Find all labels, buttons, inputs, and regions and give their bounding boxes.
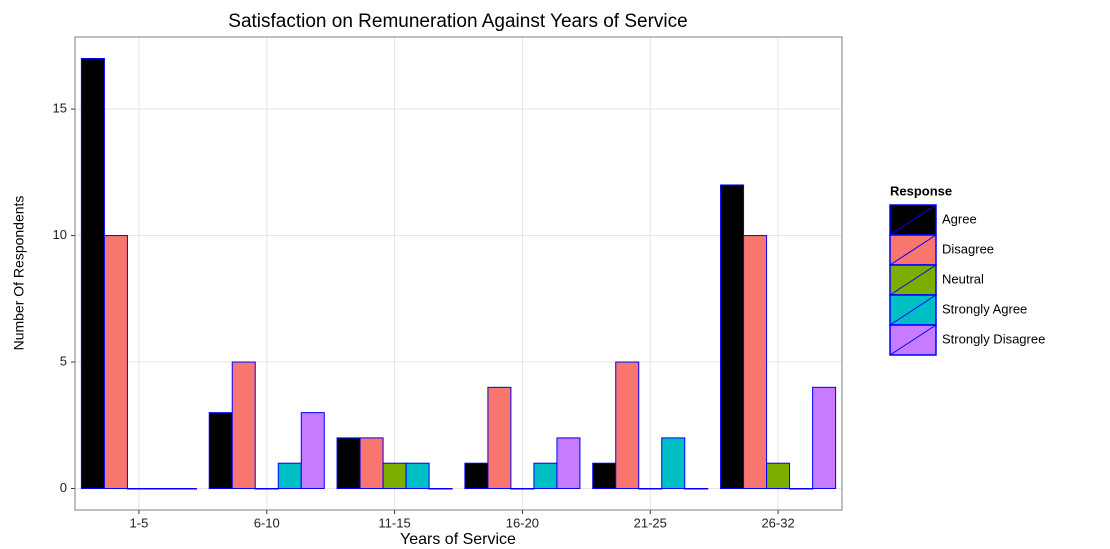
bar [103, 235, 128, 489]
bar [172, 488, 197, 490]
legend-key-slash [889, 234, 937, 266]
bar [359, 437, 384, 490]
y-tick-label: 5 [60, 353, 67, 368]
bar [208, 412, 233, 489]
bar [638, 488, 663, 490]
legend-key-slash [889, 264, 937, 296]
y-axis-label: Number Of Respondents [11, 196, 27, 351]
bar [789, 488, 814, 490]
bar [510, 488, 535, 490]
chart-title: Satisfaction on Remuneration Against Yea… [228, 11, 687, 32]
x-tick-label: 16-20 [506, 515, 539, 530]
x-tick-label: 26-32 [761, 515, 794, 530]
legend-label: Strongly Disagree [942, 331, 1045, 346]
bar [684, 488, 709, 490]
bar [231, 361, 256, 490]
legend-label: Strongly Agree [942, 301, 1027, 316]
legend-title: Response [890, 183, 952, 198]
bar [464, 462, 489, 489]
bar [428, 488, 453, 490]
y-tick-label: 10 [53, 227, 67, 242]
bar [766, 462, 791, 489]
bar [661, 437, 686, 490]
bar [277, 462, 302, 489]
bar [592, 462, 617, 489]
x-axis-label: Years of Service [400, 531, 516, 548]
legend-key-slash [889, 294, 937, 326]
x-tick-label: 11-15 [378, 515, 410, 530]
bar [382, 462, 407, 489]
plot-border [74, 36, 843, 511]
bar [743, 235, 768, 489]
bar [149, 488, 174, 490]
legend-label: Neutral [942, 271, 984, 286]
plot-panel [75, 37, 842, 510]
legend-label: Agree [942, 211, 977, 226]
x-tick-label: 6-10 [254, 515, 280, 530]
legend-label: Disagree [942, 241, 994, 256]
bar [812, 386, 837, 489]
bar [720, 184, 745, 489]
bar [300, 412, 325, 489]
bar [126, 488, 151, 490]
bar [487, 386, 512, 489]
bar [556, 437, 581, 490]
legend-key-slash [889, 204, 937, 236]
bar [254, 488, 279, 490]
legend-key-slash [889, 324, 937, 356]
bar [405, 462, 430, 489]
bar [533, 462, 558, 489]
y-tick-label: 0 [60, 480, 67, 495]
bar [80, 58, 105, 489]
x-tick-label: 1-5 [130, 515, 149, 530]
bar [336, 437, 361, 490]
x-tick-label: 21-25 [634, 515, 667, 530]
bar [615, 361, 640, 490]
y-tick-label: 15 [53, 101, 67, 116]
